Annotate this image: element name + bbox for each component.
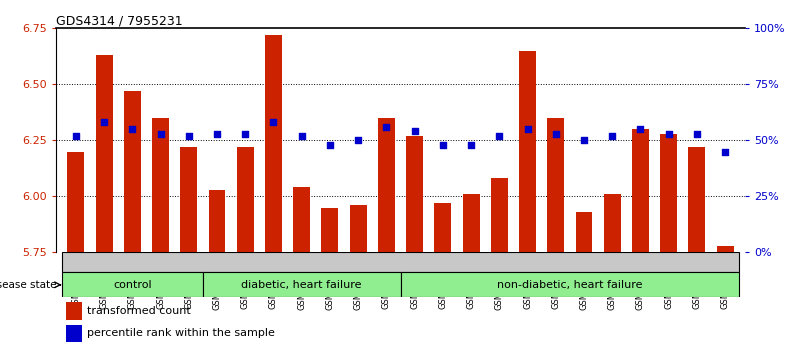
Bar — [604, 194, 621, 252]
Bar — [180, 147, 197, 252]
Point — [98, 120, 111, 125]
Point — [606, 133, 618, 139]
Bar — [293, 187, 310, 252]
Bar — [434, 203, 451, 252]
Point — [634, 126, 647, 132]
Bar — [90, 252, 119, 273]
Point — [662, 131, 675, 136]
Point — [465, 142, 477, 148]
Bar — [400, 273, 739, 297]
Bar — [260, 252, 288, 273]
Bar — [429, 252, 457, 273]
Bar — [316, 252, 344, 273]
Bar — [288, 252, 316, 273]
Bar — [547, 118, 564, 252]
Point — [154, 131, 167, 136]
Bar — [513, 252, 541, 273]
Bar — [152, 118, 169, 252]
Bar — [344, 252, 372, 273]
Bar — [570, 252, 598, 273]
Bar — [231, 252, 260, 273]
Bar — [147, 252, 175, 273]
Point — [296, 133, 308, 139]
Bar — [203, 273, 400, 297]
Point — [70, 133, 83, 139]
Bar — [66, 325, 82, 342]
Point — [437, 142, 449, 148]
Bar — [689, 147, 706, 252]
Bar — [654, 252, 682, 273]
Point — [718, 149, 731, 154]
Bar — [265, 35, 282, 252]
Bar — [682, 252, 711, 273]
Bar — [175, 252, 203, 273]
Text: non-diabetic, heart failure: non-diabetic, heart failure — [497, 280, 642, 290]
Bar — [350, 205, 367, 252]
Text: disease state: disease state — [0, 280, 56, 290]
Bar — [660, 133, 677, 252]
Point — [690, 131, 703, 136]
Bar — [711, 252, 739, 273]
Bar — [237, 147, 254, 252]
Point — [380, 124, 392, 130]
Bar — [208, 190, 225, 252]
Point — [549, 131, 562, 136]
Bar — [95, 55, 112, 252]
Text: control: control — [113, 280, 151, 290]
Bar — [124, 91, 141, 252]
Point — [352, 137, 364, 143]
Bar — [626, 252, 654, 273]
Bar — [321, 207, 338, 252]
Point — [126, 126, 139, 132]
Bar — [519, 51, 536, 252]
Point — [324, 142, 336, 148]
Point — [211, 131, 223, 136]
Point — [521, 126, 534, 132]
Bar — [372, 252, 400, 273]
Bar — [66, 302, 82, 320]
Point — [578, 137, 590, 143]
Bar — [62, 273, 203, 297]
Bar — [576, 212, 593, 252]
Bar — [457, 252, 485, 273]
Point — [267, 120, 280, 125]
Bar — [378, 118, 395, 252]
Bar — [62, 252, 90, 273]
Point — [183, 133, 195, 139]
Bar — [119, 252, 147, 273]
Text: diabetic, heart failure: diabetic, heart failure — [241, 280, 362, 290]
Point — [493, 133, 505, 139]
Point — [409, 129, 421, 134]
Bar — [67, 152, 84, 252]
Bar — [541, 252, 570, 273]
Bar — [400, 252, 429, 273]
Bar — [717, 246, 734, 252]
Bar — [598, 252, 626, 273]
Bar — [485, 252, 513, 273]
Bar — [632, 129, 649, 252]
Bar — [491, 178, 508, 252]
Bar — [406, 136, 423, 252]
Bar — [463, 194, 480, 252]
Text: percentile rank within the sample: percentile rank within the sample — [87, 328, 275, 338]
Point — [239, 131, 252, 136]
Text: transformed count: transformed count — [87, 306, 191, 316]
Bar — [62, 252, 739, 273]
Text: GDS4314 / 7955231: GDS4314 / 7955231 — [56, 14, 183, 27]
Bar — [203, 252, 231, 273]
